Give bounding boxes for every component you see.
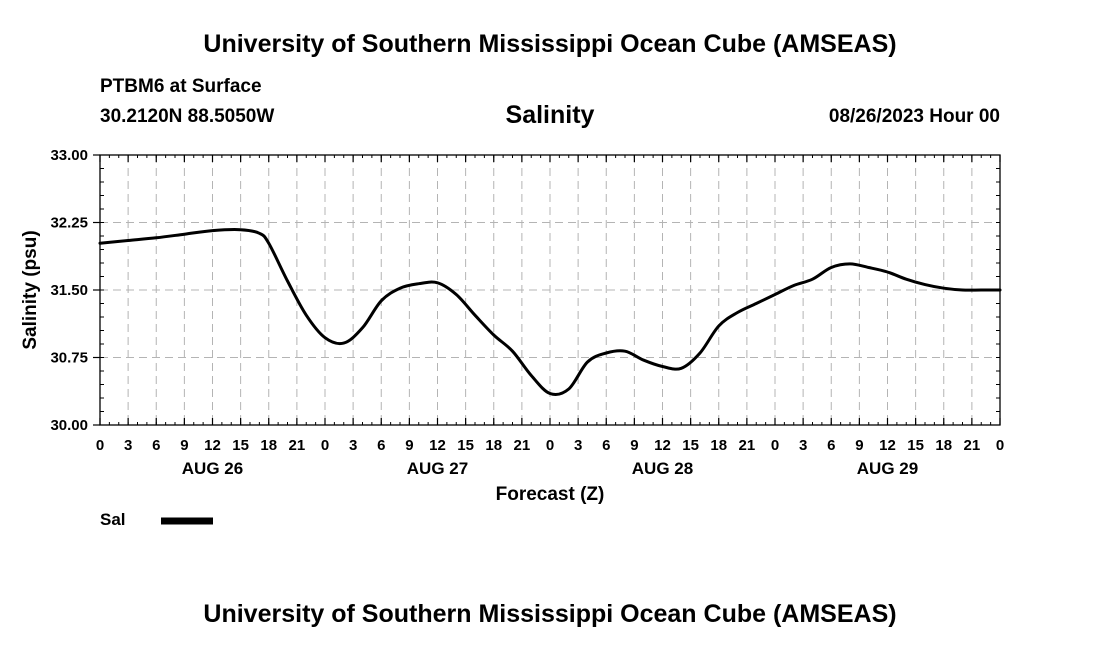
legend-label: Sal: [100, 510, 126, 529]
x-tick-label: 6: [377, 437, 385, 454]
x-tick-label: 6: [602, 437, 610, 454]
station-coordinates: 30.2120N 88.5050W: [100, 106, 275, 127]
x-tick-label: 0: [771, 437, 779, 454]
x-tick-label: 15: [907, 437, 924, 454]
x-tick-label: 15: [232, 437, 249, 454]
day-label: AUG 29: [857, 459, 918, 478]
grid-layer: [100, 155, 1000, 425]
label-layer: 0 3 6 9 12 15 18 21 0 3 6 9 12 15 18 21 0 3 6 9 12 15 18 21 0 3 6 9…: [50, 147, 1004, 478]
x-tick-label: 3: [574, 437, 582, 454]
x-tick-label: 15: [682, 437, 699, 454]
x-tick-label: 0: [321, 437, 329, 454]
chart-title-bottom: University of Southern Mississippi Ocean…: [203, 600, 897, 628]
x-tick-label: 12: [879, 437, 896, 454]
x-tick-label: 6: [827, 437, 835, 454]
tick-layer: [93, 154, 1001, 426]
station-label: PTBM6 at Surface: [100, 76, 262, 97]
forecast-datetime: 08/26/2023 Hour 00: [828, 106, 1000, 127]
day-label: AUG 27: [407, 459, 468, 478]
day-label: AUG 28: [632, 459, 693, 478]
series-line-sal: [98, 228, 1002, 396]
x-tick-label: 9: [855, 437, 863, 454]
x-tick-label: 18: [935, 437, 952, 454]
chart-variable-title: Salinity: [505, 101, 595, 129]
x-tick-label: 21: [289, 437, 306, 454]
x-tick-label: 9: [630, 437, 638, 454]
x-tick-label: 18: [260, 437, 277, 454]
x-tick-label: 21: [964, 437, 981, 454]
x-tick-label: 12: [654, 437, 671, 454]
x-tick-label: 18: [485, 437, 502, 454]
y-tick-label: 30.75: [50, 350, 88, 367]
y-tick-label: 33.00: [50, 147, 88, 164]
y-axis-label: Salinity (psu): [20, 230, 41, 349]
x-tick-label: 15: [457, 437, 474, 454]
x-tick-label: 18: [710, 437, 727, 454]
x-tick-label: 3: [349, 437, 357, 454]
x-tick-label: 12: [204, 437, 221, 454]
y-tick-label: 30.00: [50, 417, 88, 434]
x-tick-label: 6: [152, 437, 160, 454]
x-tick-label: 12: [429, 437, 446, 454]
x-tick-label: 3: [124, 437, 132, 454]
x-tick-label: 9: [405, 437, 413, 454]
x-tick-label: 21: [739, 437, 756, 454]
chart-title-top: University of Southern Mississippi Ocean…: [203, 30, 897, 58]
x-tick-label: 9: [180, 437, 188, 454]
x-tick-label: 0: [996, 437, 1004, 454]
x-axis-label: Forecast (Z): [496, 484, 605, 505]
y-tick-label: 31.50: [50, 282, 88, 299]
x-tick-label: 0: [96, 437, 104, 454]
x-tick-label: 0: [546, 437, 554, 454]
day-label: AUG 26: [182, 459, 243, 478]
x-tick-label: 21: [514, 437, 531, 454]
x-tick-label: 3: [799, 437, 807, 454]
y-tick-label: 32.25: [50, 215, 88, 232]
